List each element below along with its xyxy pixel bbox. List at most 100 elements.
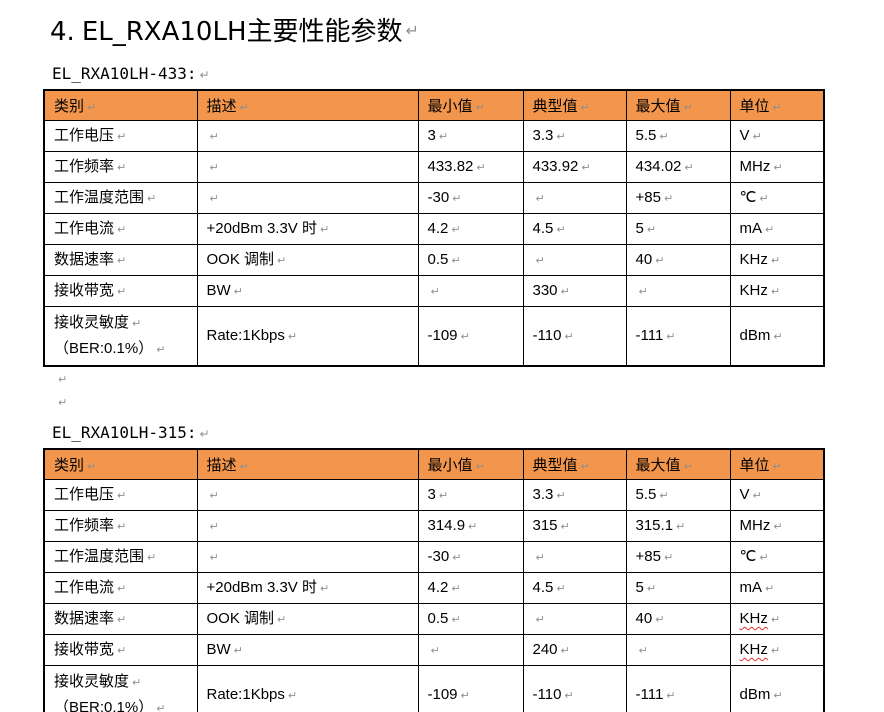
- line-break-mark-icon: ↵: [581, 161, 591, 174]
- cell-text: +20dBm 3.3V 时: [206, 579, 317, 596]
- line-break-mark-icon: ↵: [475, 460, 485, 473]
- line-break-mark-icon: ↵: [535, 551, 545, 564]
- line-break-mark-icon: ↵: [683, 101, 693, 114]
- table-cell: ↵: [417, 275, 524, 307]
- table-cell: ↵: [196, 120, 419, 152]
- line-break-mark-icon: ↵: [773, 689, 783, 702]
- cell-text: V: [739, 486, 750, 503]
- table-cell: 工作电流 ↵: [43, 572, 198, 604]
- table-cell: 工作频率 ↵: [43, 510, 198, 542]
- line-break-mark-icon: ↵: [475, 101, 485, 114]
- table-cell: 3.3 ↵: [522, 120, 627, 152]
- line-break-mark-icon: ↵: [430, 644, 440, 657]
- line-break-mark-icon: ↵: [117, 285, 127, 298]
- header-label: 类别: [54, 98, 85, 115]
- cell-line: dBm ↵: [740, 682, 824, 708]
- table-cell: 接收灵敏度 ↵ （BER:0.1%） ↵: [43, 665, 198, 712]
- table-cell: dBm ↵: [729, 306, 825, 367]
- line-break-mark-icon: ↵: [117, 520, 127, 533]
- cell-text: 3.3: [532, 127, 554, 144]
- table-row: 接收灵敏度 ↵ （BER:0.1%） ↵ Rate:1Kbps ↵ -109 ↵ -110 ↵ -1…: [43, 665, 825, 712]
- line-break-mark-icon: ↵: [560, 520, 570, 533]
- cell-line: ↵: [207, 123, 418, 149]
- line-break-mark-icon: ↵: [117, 130, 127, 143]
- table-row: 工作温度范围 ↵ ↵ -30 ↵ ↵ +85 ↵ ℃ ↵: [43, 541, 825, 573]
- line-break-mark-icon: ↵: [476, 161, 486, 174]
- table-cell: 工作频率 ↵: [43, 151, 198, 183]
- table-cell: ↵: [196, 182, 419, 214]
- cell-text: OOK 调制: [206, 251, 275, 268]
- cell-line: ℃ ↵: [740, 185, 824, 211]
- table-cell: ↵: [522, 541, 627, 573]
- cell-line: 工作频率 ↵: [54, 513, 196, 539]
- cell-line: ↵: [207, 154, 418, 180]
- cell-text: 接收灵敏度: [54, 314, 130, 331]
- line-break-mark-icon: ↵: [209, 520, 219, 533]
- empty-paragraph: ↵: [55, 390, 884, 413]
- cell-line: ↵: [533, 247, 626, 273]
- table-cell: Rate:1Kbps ↵: [196, 306, 419, 367]
- document-page: 4. EL_RXA10LH主要性能参数 ↵ EL_RXA10LH-433: ↵ 类别 ↵…: [0, 14, 884, 712]
- cell-text: 40: [635, 251, 653, 268]
- table-cell: KHz ↵: [729, 275, 825, 307]
- cell-text: dBm: [739, 686, 771, 703]
- table-cell: 数据速率 ↵: [43, 244, 198, 276]
- cell-line: 40 ↵: [636, 247, 730, 273]
- table-row: 工作电流 ↵ +20dBm 3.3V 时 ↵ 4.2 ↵ 4.5 ↵ 5 ↵ mA ↵: [43, 213, 825, 245]
- cell-line: -109 ↵: [428, 323, 523, 349]
- cell-text: 3.3: [532, 486, 554, 503]
- cell-line: 315.1 ↵: [636, 513, 730, 539]
- column-header: 描述 ↵: [196, 89, 419, 121]
- line-break-mark-icon: ↵: [659, 130, 669, 143]
- table-cell: MHz ↵: [729, 151, 825, 183]
- table-cell: 工作电压 ↵: [43, 479, 198, 511]
- cell-text: 数据速率: [54, 251, 115, 268]
- table-row: 接收灵敏度 ↵ （BER:0.1%） ↵ Rate:1Kbps ↵ -109 ↵ -110 ↵ -1…: [43, 306, 825, 367]
- cell-text: BW: [206, 282, 231, 299]
- table-cell: 315.1 ↵: [625, 510, 731, 542]
- table-cell: 3.3 ↵: [522, 479, 627, 511]
- column-header: 最小值 ↵: [417, 89, 524, 121]
- table-cell: 40 ↵: [625, 244, 731, 276]
- column-header: 典型值 ↵: [522, 448, 627, 480]
- caption-text: EL_RXA10LH-433:: [52, 64, 197, 83]
- cell-line: 5.5 ↵: [636, 482, 730, 508]
- table-cell: V ↵: [729, 120, 825, 152]
- table-cell: +20dBm 3.3V 时 ↵: [196, 213, 419, 245]
- cell-line: OOK 调制 ↵: [207, 247, 418, 273]
- line-break-mark-icon: ↵: [117, 161, 127, 174]
- line-break-mark-icon: ↵: [770, 285, 781, 298]
- line-break-mark-icon: ↵: [233, 285, 243, 298]
- cell-text: 工作频率: [54, 158, 115, 175]
- table-cell: ℃ ↵: [729, 182, 825, 214]
- cell-text: -111: [635, 686, 664, 703]
- header-label: 单位: [739, 457, 770, 474]
- cell-line: ↵: [533, 185, 626, 211]
- cell-line: +20dBm 3.3V 时 ↵: [207, 575, 418, 601]
- line-break-mark-icon: ↵: [87, 460, 97, 473]
- line-break-mark-icon: ↵: [117, 223, 127, 236]
- cell-text: mA: [739, 220, 763, 237]
- table-cell: 工作温度范围 ↵: [43, 541, 198, 573]
- line-break-mark-icon: ↵: [556, 223, 566, 236]
- table-cell: 315 ↵: [522, 510, 627, 542]
- line-break-mark-icon: ↵: [319, 582, 330, 595]
- cell-text: 接收带宽: [54, 641, 115, 658]
- line-break-mark-icon: ↵: [287, 689, 298, 702]
- line-break-mark-icon: ↵: [666, 689, 676, 702]
- line-break-mark-icon: ↵: [430, 285, 440, 298]
- table-cell: 3 ↵: [417, 479, 524, 511]
- cell-line: -110 ↵: [533, 323, 626, 349]
- cell-line: 4.5 ↵: [533, 216, 626, 242]
- line-break-mark-icon: ↵: [770, 254, 781, 267]
- cell-line: 5.5 ↵: [636, 123, 730, 149]
- table-cell: 5 ↵: [625, 213, 731, 245]
- header-label: 描述: [206, 98, 237, 115]
- cell-text: -110: [532, 327, 562, 344]
- cell-text: 4.2: [427, 220, 449, 237]
- table-cell: -109 ↵: [417, 665, 524, 712]
- line-break-mark-icon: ↵: [655, 254, 665, 267]
- cell-text: +85: [635, 189, 661, 206]
- line-break-mark-icon: ↵: [638, 644, 648, 657]
- cell-line: MHz ↵: [740, 154, 824, 180]
